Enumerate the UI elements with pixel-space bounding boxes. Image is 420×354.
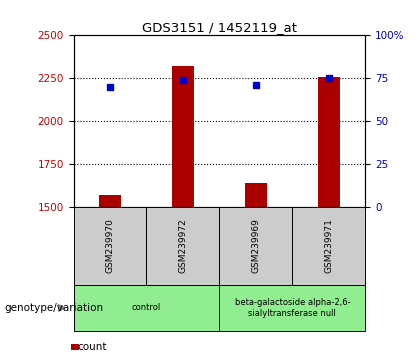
Title: GDS3151 / 1452119_at: GDS3151 / 1452119_at (142, 21, 297, 34)
Text: GSM239969: GSM239969 (252, 218, 260, 274)
Text: count: count (78, 342, 107, 352)
Text: control: control (132, 303, 161, 313)
Text: GSM239972: GSM239972 (178, 219, 187, 273)
Text: genotype/variation: genotype/variation (4, 303, 103, 313)
Bar (99, 195, 121, 207)
Text: GSM239971: GSM239971 (324, 218, 333, 274)
Text: GSM239970: GSM239970 (105, 218, 115, 274)
Bar (245, 183, 267, 207)
Bar (318, 76, 340, 207)
Text: beta-galactoside alpha-2,6-
sialyltransferase null: beta-galactoside alpha-2,6- sialyltransf… (235, 298, 350, 318)
Bar (172, 66, 194, 207)
